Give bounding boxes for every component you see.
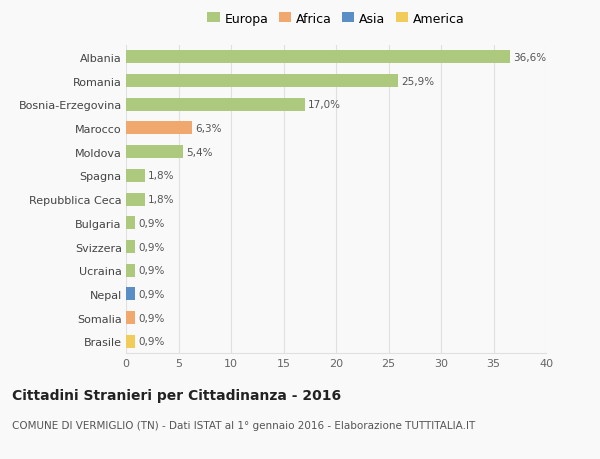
Bar bbox=[126, 312, 136, 325]
Text: 17,0%: 17,0% bbox=[308, 100, 341, 110]
Bar bbox=[126, 169, 145, 183]
Text: 0,9%: 0,9% bbox=[139, 242, 165, 252]
Text: 0,9%: 0,9% bbox=[139, 289, 165, 299]
Bar bbox=[126, 51, 510, 64]
Text: 36,6%: 36,6% bbox=[514, 53, 547, 63]
Bar bbox=[126, 193, 145, 206]
Bar bbox=[126, 99, 305, 112]
Bar bbox=[126, 75, 398, 88]
Text: 5,4%: 5,4% bbox=[186, 147, 212, 157]
Bar bbox=[126, 288, 136, 301]
Text: 0,9%: 0,9% bbox=[139, 218, 165, 228]
Text: COMUNE DI VERMIGLIO (TN) - Dati ISTAT al 1° gennaio 2016 - Elaborazione TUTTITAL: COMUNE DI VERMIGLIO (TN) - Dati ISTAT al… bbox=[12, 420, 475, 430]
Text: 0,9%: 0,9% bbox=[139, 336, 165, 347]
Text: Cittadini Stranieri per Cittadinanza - 2016: Cittadini Stranieri per Cittadinanza - 2… bbox=[12, 388, 341, 402]
Bar bbox=[126, 241, 136, 253]
Text: 0,9%: 0,9% bbox=[139, 313, 165, 323]
Bar bbox=[126, 264, 136, 277]
Bar bbox=[126, 335, 136, 348]
Text: 1,8%: 1,8% bbox=[148, 171, 175, 181]
Text: 0,9%: 0,9% bbox=[139, 266, 165, 275]
Legend: Europa, Africa, Asia, America: Europa, Africa, Asia, America bbox=[202, 7, 470, 30]
Bar bbox=[126, 217, 136, 230]
Bar bbox=[126, 122, 192, 135]
Text: 25,9%: 25,9% bbox=[401, 76, 434, 86]
Text: 1,8%: 1,8% bbox=[148, 195, 175, 205]
Bar bbox=[126, 146, 182, 159]
Text: 6,3%: 6,3% bbox=[196, 124, 222, 134]
